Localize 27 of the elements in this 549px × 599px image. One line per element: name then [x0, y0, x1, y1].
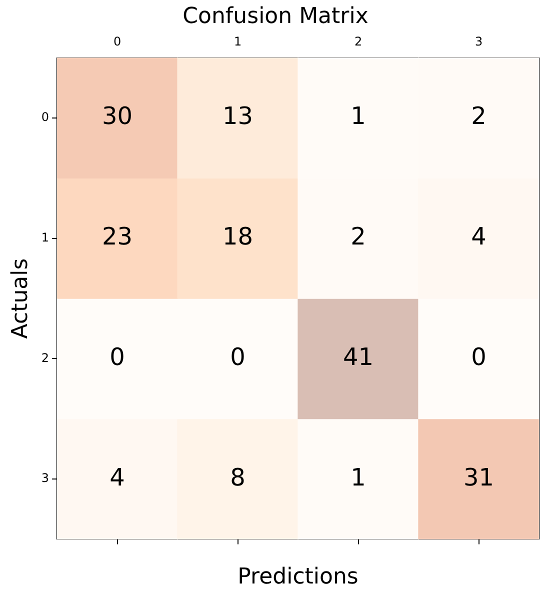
y-tick-label: 0	[41, 110, 50, 124]
y-axis-title: Actuals	[8, 258, 33, 339]
data-label: 0	[230, 342, 246, 371]
x-tick-label: 2	[354, 34, 362, 49]
data-label: 1	[350, 463, 366, 492]
data-label: 0	[110, 342, 125, 371]
y-tick-label: 2	[41, 350, 50, 365]
x-tick-label: 3	[474, 34, 483, 49]
data-label: 13	[222, 102, 254, 130]
data-label: 1	[350, 102, 366, 130]
data-label: 2	[350, 222, 366, 251]
data-label: 18	[222, 222, 254, 251]
data-label: 31	[463, 463, 494, 492]
y-tick-label: 3	[41, 471, 50, 486]
x-axis-title: Predictions	[238, 564, 358, 590]
data-label: 2	[471, 102, 486, 130]
data-label: 4	[471, 222, 486, 251]
data-label: 23	[102, 222, 133, 251]
data-label: 4	[110, 463, 125, 492]
x-tick-label: 1	[234, 34, 242, 49]
data-label: 8	[230, 463, 246, 492]
x-tick-label: 0	[113, 34, 122, 49]
chart-title: Confusion Matrix	[182, 4, 368, 29]
data-label: 0	[471, 342, 486, 371]
y-tick-label: 1	[41, 230, 50, 244]
data-label: 30	[102, 102, 133, 130]
data-label: 41	[342, 342, 374, 371]
